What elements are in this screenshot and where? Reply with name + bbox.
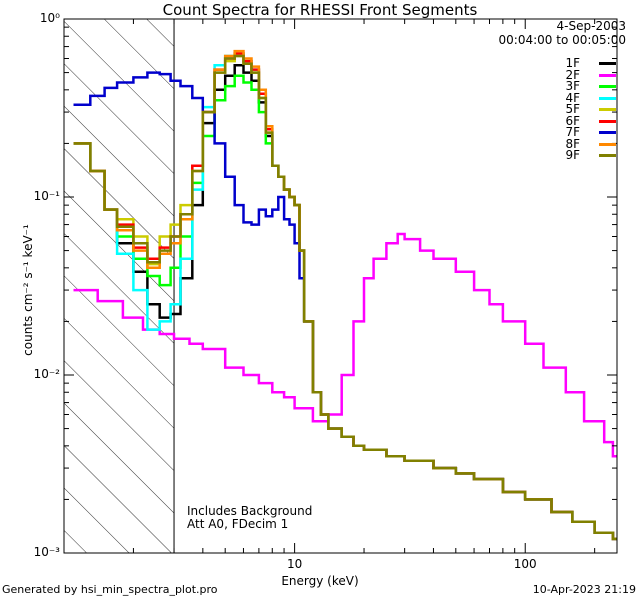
legend-swatch-4F xyxy=(599,96,616,100)
legend-label-5F: 5F xyxy=(565,102,580,116)
x-tick-label: 10 xyxy=(286,557,303,571)
time-range-label: 00:04:00 to 00:05:00 xyxy=(498,33,626,47)
plot-frame xyxy=(63,18,618,554)
y-tick-label: 10⁻¹ xyxy=(33,189,60,203)
series-lines xyxy=(73,49,617,541)
series-line-2F xyxy=(73,232,617,458)
legend-swatch-5F xyxy=(599,108,616,111)
generator-footer: Generated by hsi_min_spectra_plot.pro xyxy=(2,583,218,596)
legend-swatch-9F xyxy=(599,154,616,157)
timestamp-footer: 10-Apr-2023 21:19 xyxy=(532,583,636,596)
attenuator-note: Att A0, FDecim 1 xyxy=(187,517,289,531)
background-note: Includes Background xyxy=(187,504,313,518)
chart-title: Count Spectra for RHESSI Front Segments xyxy=(162,1,478,19)
legend-swatch-2F xyxy=(599,73,616,77)
date-label: 4-Sep-2003 xyxy=(556,19,626,33)
x-tick-label: 100 xyxy=(513,557,537,571)
legend-label-3F: 3F xyxy=(565,79,580,93)
series-line-9F xyxy=(73,54,617,541)
legend-swatch-1F xyxy=(599,62,616,65)
y-axis-label: counts cm⁻² s⁻¹ keV⁻¹ xyxy=(21,224,35,356)
legend-label-1F: 1F xyxy=(565,56,580,70)
x-axis-label: Energy (keV) xyxy=(281,574,359,588)
attenuator-hatch-region xyxy=(64,19,175,553)
legend-swatch-6F xyxy=(599,119,616,123)
y-tick-label: 10⁰ xyxy=(39,11,60,25)
legend-swatch-3F xyxy=(599,85,616,88)
legend-label-2F: 2F xyxy=(565,67,580,82)
legend-label-8F: 8F xyxy=(565,136,580,151)
y-tick-label: 10⁻³ xyxy=(33,545,60,559)
legend-label-4F: 4F xyxy=(565,90,580,105)
legend-label-9F: 9F xyxy=(565,148,580,162)
y-tick-label: 10⁻² xyxy=(33,367,60,381)
legend-swatch-8F xyxy=(599,142,616,146)
legend-swatch-7F xyxy=(599,131,616,134)
legend-label-7F: 7F xyxy=(565,125,580,139)
legend-label-6F: 6F xyxy=(565,113,580,128)
